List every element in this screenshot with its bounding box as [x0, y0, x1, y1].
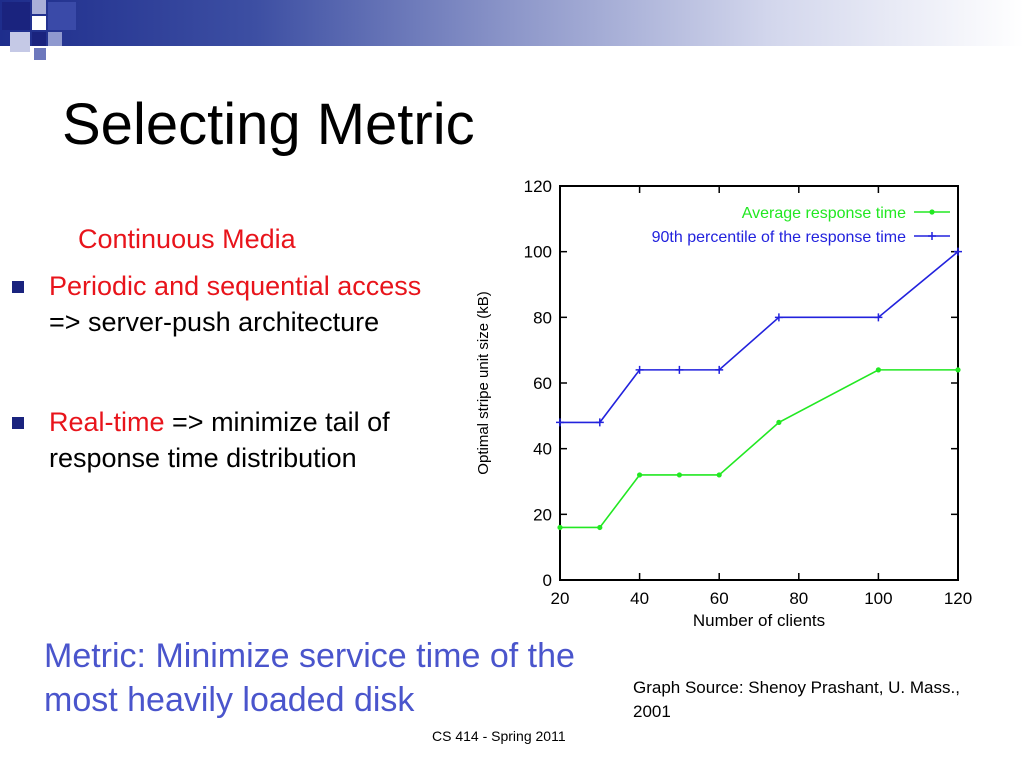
- slide-footer: CS 414 - Spring 2011: [432, 728, 566, 744]
- x-tick-label: 80: [789, 589, 808, 608]
- y-tick-label: 100: [524, 243, 552, 262]
- bullet-rest: => minimize tail of response time distri…: [49, 407, 390, 473]
- data-point: [595, 418, 604, 427]
- header-gradient-band: [0, 0, 1024, 46]
- bullet-rest: => server-push architecture: [49, 307, 380, 337]
- y-tick-label: 40: [533, 440, 552, 459]
- data-point: [637, 472, 643, 478]
- data-point: [556, 418, 564, 427]
- graph-source-note: Graph Source: Shenoy Prashant, U. Mass.,…: [633, 678, 960, 721]
- bullet-text: Real-time => minimize tail of response t…: [49, 404, 449, 476]
- data-point: [874, 313, 883, 322]
- bullet-text: Periodic and sequential access => server…: [49, 268, 449, 340]
- data-point: [557, 524, 563, 531]
- data-point: [954, 247, 962, 256]
- data-point: [716, 472, 722, 478]
- x-tick-label: 60: [710, 589, 729, 608]
- legend-label: 90th percentile of the response time: [652, 229, 906, 246]
- data-point: [875, 367, 881, 373]
- x-axis-label: Number of clients: [693, 611, 825, 630]
- x-tick-label: 120: [944, 589, 972, 608]
- data-point: [635, 365, 644, 374]
- y-axis-label: Optimal stripe unit size (kB): [475, 291, 492, 474]
- data-point: [597, 524, 603, 531]
- bullet-square-icon: [12, 281, 24, 293]
- legend-marker: [928, 232, 936, 240]
- metric-statement: Metric: Minimize service time of the mos…: [44, 637, 575, 719]
- slide-title: Selecting Metric: [62, 92, 475, 157]
- x-tick-label: 20: [551, 589, 570, 608]
- decorative-squares-logo: [0, 0, 80, 70]
- bullet-square-icon: [12, 417, 24, 429]
- data-point: [774, 313, 783, 322]
- data-point: [676, 472, 682, 478]
- data-point: [955, 367, 961, 373]
- y-tick-label: 120: [524, 180, 552, 196]
- data-point: [715, 365, 724, 374]
- line-chart: 0 20 40 60 80 100 120 20 40 60 80 100 120 Average re…: [470, 177, 980, 630]
- series-layer: [556, 247, 962, 531]
- y-tick-label: 0: [543, 571, 552, 590]
- series-line-1: [560, 369, 958, 529]
- data-point: [776, 419, 782, 425]
- y-tick-label: 80: [533, 308, 552, 327]
- series-line-2: [560, 251, 959, 424]
- data-point: [675, 365, 684, 374]
- legend-label: Average response time: [742, 205, 906, 222]
- subheading: Continuous Media: [78, 224, 296, 254]
- x-tick-label: 100: [864, 589, 892, 608]
- bullet-highlight: Periodic and sequential access: [49, 271, 422, 301]
- y-tick-label: 20: [533, 505, 552, 524]
- x-tick-label: 40: [630, 589, 649, 608]
- legend-marker: [929, 209, 935, 215]
- y-tick-label: 60: [533, 374, 552, 393]
- bullet-highlight: Real-time: [49, 407, 165, 437]
- chart-legend: Average response time 90th percentile of …: [652, 205, 950, 246]
